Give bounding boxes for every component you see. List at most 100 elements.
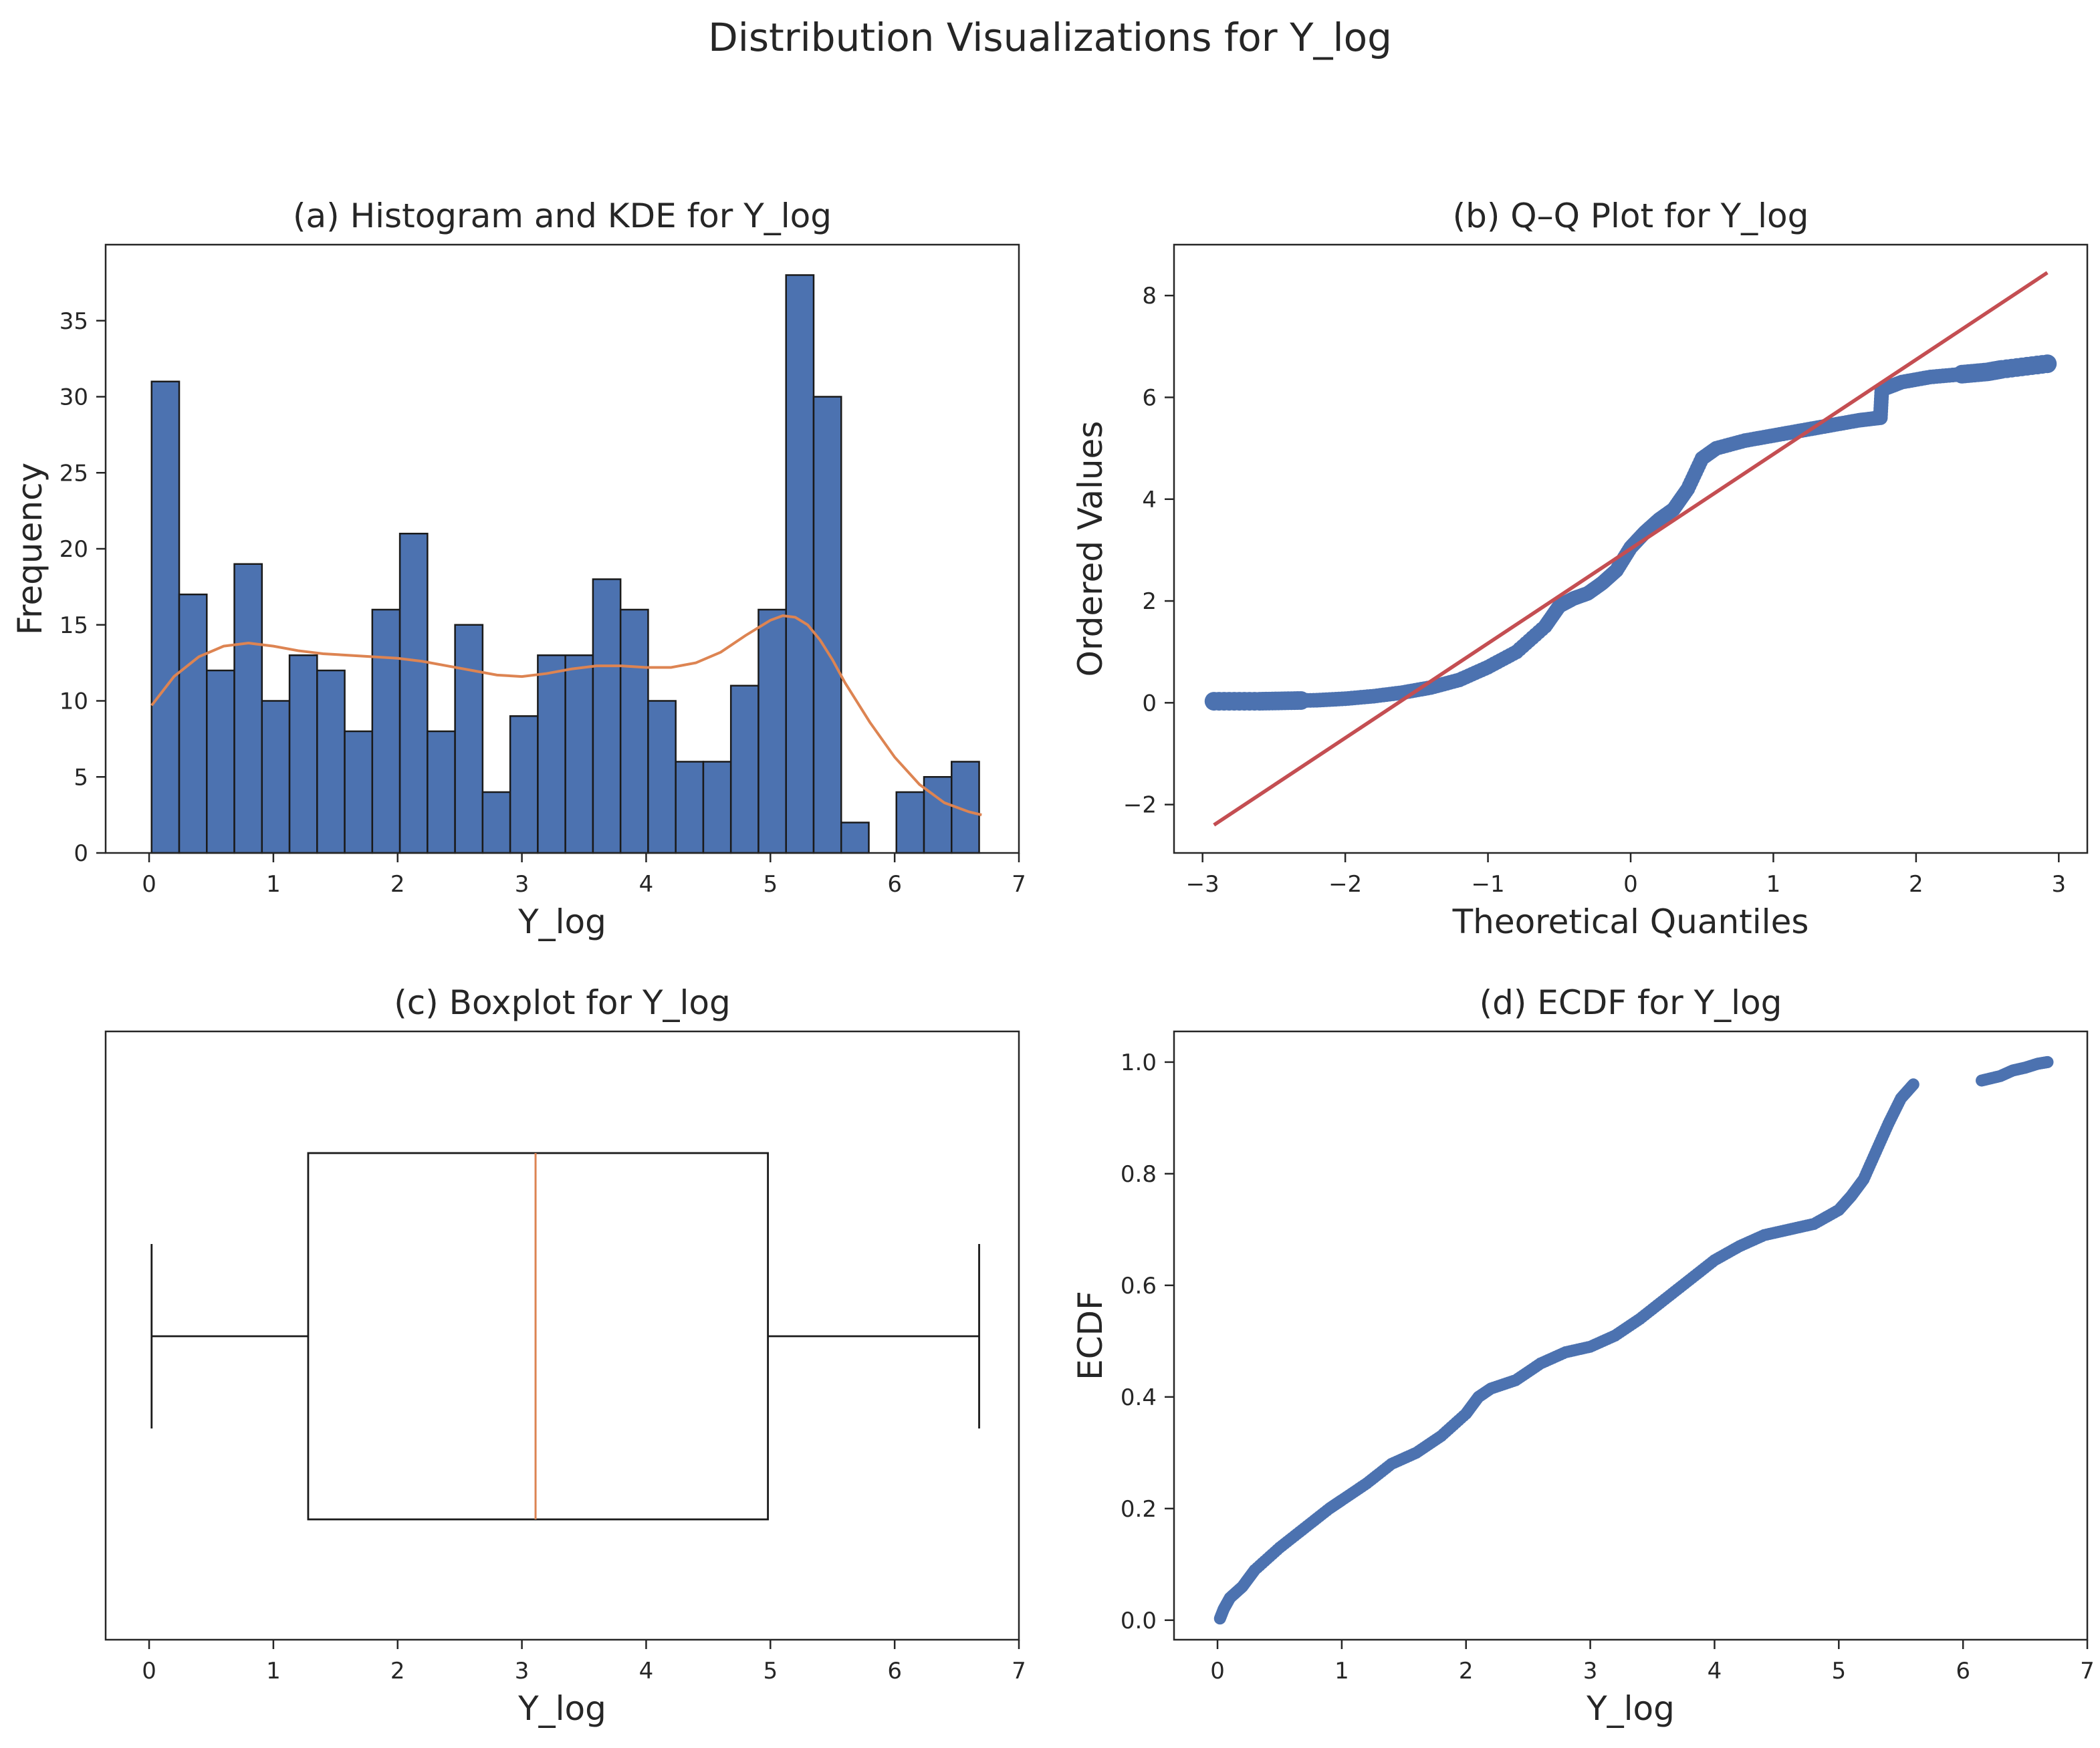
histogram-bar	[178, 594, 208, 854]
x-tick-label: 2	[390, 871, 405, 898]
y-axis-label-d: ECDF	[1071, 1291, 1110, 1380]
figure-title: Distribution Visualizations for Y_log	[708, 15, 1392, 60]
y-tick-label: −2	[1123, 792, 1157, 819]
x-axis-label-c: Y_log	[517, 1689, 606, 1728]
histogram-bar	[454, 624, 484, 854]
x-tick-label: 6	[1956, 1658, 1970, 1684]
y-tick-label: 0.4	[1121, 1384, 1157, 1411]
histogram-bar	[840, 822, 870, 854]
histogram-bar	[150, 380, 181, 854]
x-tick-label: 5	[763, 1658, 778, 1684]
qq-point	[2038, 354, 2057, 374]
histogram-bar	[371, 608, 401, 854]
histogram-bar	[592, 578, 622, 854]
x-tick-label: −1	[1472, 871, 1505, 898]
histogram-bar	[564, 654, 594, 854]
x-tick-label: 7	[1012, 1658, 1026, 1684]
y-tick-label: 0.0	[1121, 1608, 1157, 1634]
ecdf-point	[2041, 1055, 2054, 1068]
x-tick-label: −3	[1186, 871, 1219, 898]
histogram-bar	[537, 654, 566, 854]
panel-b: (b) Q–Q Plot for Y_log −3 −2 −1 0 1 2 3 −2 0 2 4 6 8 T…	[1071, 197, 2089, 941]
x-tick-label: 2	[1909, 871, 1923, 898]
x-axis-label-a: Y_log	[517, 902, 606, 941]
y-tick-label: 25	[60, 460, 88, 487]
histogram-bar	[675, 761, 705, 854]
x-tick-label: 2	[390, 1658, 405, 1684]
histogram-bar	[261, 700, 291, 854]
kde-curve	[150, 614, 982, 817]
histogram-bar	[812, 396, 842, 854]
x-tick-label: 5	[1831, 1658, 1846, 1684]
y-axis-ticks-b: −2 0 2 4 6 8	[1123, 283, 1174, 819]
panel-title-b: (b) Q–Q Plot for Y_log	[1453, 197, 1809, 235]
histogram-bar	[344, 730, 374, 854]
histogram-bar	[729, 684, 760, 854]
x-tick-label: 3	[2051, 871, 2066, 898]
x-axis-ticks-b: −3 −2 −1 0 1 2 3	[1186, 853, 2066, 898]
qq-reference-line	[1213, 271, 2049, 827]
boxplot	[150, 1152, 980, 1521]
x-tick-label: 0	[1623, 871, 1638, 898]
histogram-bars	[150, 274, 980, 854]
y-tick-label: 0.6	[1121, 1273, 1157, 1299]
iqr-box	[307, 1152, 769, 1521]
x-axis-ticks-a: 0 1 2 3 4 5 6 7	[142, 853, 1026, 898]
y-tick-label: 0.2	[1121, 1496, 1157, 1523]
x-tick-label: 1	[1766, 871, 1781, 898]
x-tick-label: 3	[515, 1658, 530, 1684]
x-tick-label: 4	[639, 1658, 654, 1684]
panel-title-a: (a) Histogram and KDE for Y_log	[293, 197, 832, 235]
axes-frame-d	[1173, 1030, 2089, 1641]
y-tick-label: 0.8	[1121, 1161, 1157, 1188]
histogram-bar	[481, 791, 511, 854]
axes-frame-a	[104, 243, 1020, 854]
histogram-bar	[895, 791, 925, 854]
x-tick-label: 0	[142, 871, 156, 898]
y-axis-label-b: Ordered Values	[1071, 421, 1110, 677]
y-tick-label: 20	[60, 536, 88, 563]
histogram-bar	[619, 608, 649, 854]
ecdf-point	[1907, 1078, 1919, 1091]
x-tick-label: 4	[639, 871, 654, 898]
axes-frame-b	[1173, 243, 2089, 854]
y-tick-label: 1.0	[1121, 1049, 1157, 1076]
panel-title-d: (d) ECDF for Y_log	[1480, 983, 1782, 1022]
histogram-bar	[206, 669, 235, 854]
y-tick-label: 2	[1142, 588, 1157, 615]
histogram-bar	[923, 776, 953, 854]
y-tick-label: 8	[1142, 283, 1157, 309]
x-tick-label: 4	[1708, 1658, 1722, 1684]
x-axis-label-b: Theoretical Quantiles	[1452, 902, 1809, 941]
y-axis-label-a: Frequency	[11, 463, 49, 635]
qq-points	[1204, 354, 2057, 711]
histogram-bar	[427, 730, 456, 854]
x-tick-label: 3	[1583, 1658, 1598, 1684]
y-tick-label: 0	[74, 840, 88, 867]
histogram-bar	[647, 700, 677, 854]
x-tick-label: −2	[1328, 871, 1362, 898]
x-tick-label: 0	[142, 1658, 156, 1684]
x-tick-label: 1	[266, 871, 281, 898]
panel-c: (c) Boxplot for Y_log 0 1 2 3 4 5 6 7 Y_log	[104, 983, 1026, 1728]
y-tick-label: 30	[60, 384, 88, 411]
y-tick-label: 5	[74, 764, 88, 791]
histogram-bar	[702, 761, 732, 854]
histogram-bar	[785, 274, 815, 854]
x-tick-label: 0	[1210, 1658, 1225, 1684]
x-tick-label: 3	[515, 871, 530, 898]
x-tick-label: 7	[1012, 871, 1026, 898]
histogram-bar	[233, 563, 263, 854]
y-tick-label: 4	[1142, 487, 1157, 513]
x-axis-ticks-c: 0 1 2 3 4 5 6 7	[142, 1640, 1026, 1684]
histogram-bar	[316, 669, 346, 854]
histogram-bar	[288, 654, 318, 854]
x-tick-label: 5	[763, 871, 778, 898]
y-axis-ticks-d: 0.0 0.2 0.4 0.6 0.8 1.0	[1121, 1049, 1174, 1634]
y-tick-label: 6	[1142, 384, 1157, 411]
y-tick-label: 10	[60, 689, 88, 715]
